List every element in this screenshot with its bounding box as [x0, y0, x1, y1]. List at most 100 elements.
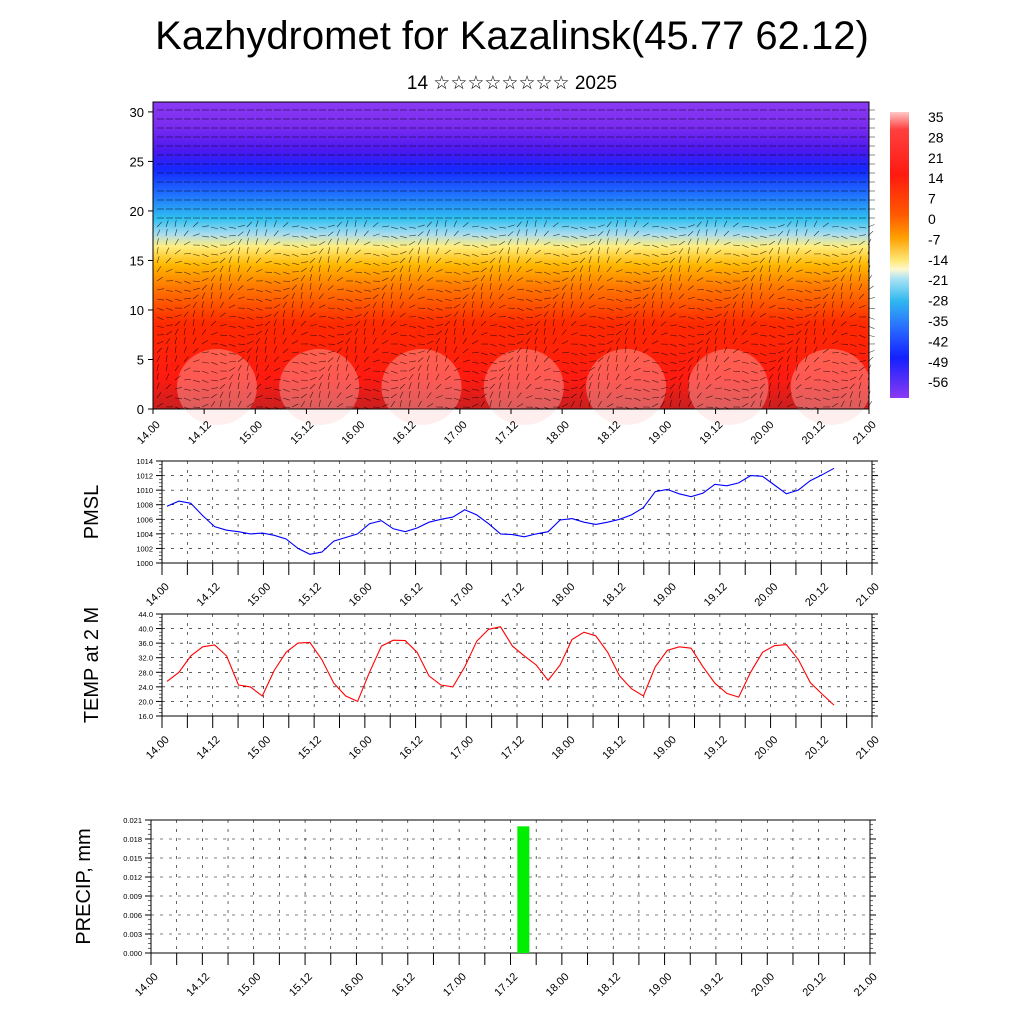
panel-frame: [161, 460, 873, 564]
y-tick-label: 0.012: [123, 873, 142, 882]
x-tick-label: 20.12: [803, 734, 831, 762]
y-tick-label: 0.021: [123, 816, 142, 825]
y-tick-label: 20.0: [138, 697, 153, 706]
y-tick-label: 0.009: [123, 892, 142, 901]
x-tick-label: 18.12: [600, 734, 628, 762]
colorbar-label: -56: [928, 374, 948, 390]
x-tick-label: 14.12: [195, 734, 223, 762]
x-tick-label: 21.00: [852, 971, 880, 999]
x-tick-label: 16.00: [338, 971, 366, 999]
colorbar-label: 28: [928, 129, 944, 145]
y-tick-label: 0.003: [123, 930, 142, 939]
x-tick-label: 17.00: [442, 419, 470, 447]
x-tick-label: 14.00: [135, 419, 163, 447]
y-tick-label: 16.0: [138, 712, 153, 721]
temp-series-line: [166, 626, 835, 706]
warm-cell: [176, 349, 257, 425]
x-tick-label: 18.12: [600, 581, 628, 609]
x-tick-label: 19.00: [651, 581, 679, 609]
colorbar-label: -21: [928, 272, 948, 288]
y-tick-label: 44.0: [138, 610, 153, 619]
y-tick-label: 1012: [136, 472, 153, 481]
y-tick-label: 1006: [136, 515, 153, 524]
x-tick-label: 14.12: [195, 581, 223, 609]
x-tick-label: 20.12: [801, 971, 829, 999]
x-tick-label: 18.12: [595, 971, 623, 999]
x-tick-label: 16.00: [347, 734, 375, 762]
x-tick-label: 14.00: [144, 734, 172, 762]
y-tick-label: 32.0: [138, 654, 153, 663]
y-axis-label: TEMP at 2 M: [81, 607, 103, 723]
y-tick-label: 30: [130, 105, 144, 120]
x-tick-label: 17.00: [441, 971, 469, 999]
x-tick-label: 17.12: [499, 581, 527, 609]
x-tick-label: 19.00: [646, 971, 674, 999]
warm-cell: [279, 349, 360, 425]
x-tick-label: 14.00: [144, 581, 172, 609]
surface-warm-cells: [176, 349, 871, 425]
colorbar-label: -35: [928, 313, 948, 329]
y-tick-label: 0.006: [123, 911, 142, 920]
x-tick-label: 21.00: [854, 581, 882, 609]
y-tick-label: 0: [137, 402, 144, 417]
warm-cell: [790, 349, 871, 425]
x-tick-label: 19.12: [702, 581, 730, 609]
colorbar-label: -7: [928, 231, 941, 247]
y-tick-label: 0.000: [123, 949, 142, 958]
x-tick-label: 16.12: [390, 971, 418, 999]
x-tick-label: 20.12: [803, 581, 831, 609]
x-tick-label: 16.12: [397, 581, 425, 609]
y-axis-label: PMSL: [81, 485, 103, 539]
colorbar-label: -42: [928, 333, 948, 349]
warm-cell: [381, 349, 462, 425]
y-tick-label: 0.015: [123, 854, 142, 863]
x-tick-label: 19.00: [651, 734, 679, 762]
page-subtitle: 14 ☆☆☆☆☆☆☆☆ 2025: [406, 73, 618, 94]
y-tick-label: 24.0: [138, 683, 153, 692]
panel-pmsl: 1000 1002 1004 1006 1008 1010 1012 1014 14.00 14.…: [81, 457, 882, 609]
x-tick-label: 20.00: [752, 581, 780, 609]
x-tick-label: 17.00: [448, 734, 476, 762]
y-tick-label: 25: [130, 154, 144, 169]
y-tick-label: 15: [130, 253, 144, 268]
page-title: Kazhydromet for Kazalinsk(45.77 62.12): [155, 14, 869, 58]
panel-frame: [161, 613, 873, 717]
y-tick-label: 0.018: [123, 835, 142, 844]
x-tick-label: 18.00: [544, 971, 572, 999]
y-axis-label: PRECIP, mm: [73, 828, 95, 944]
colorbar-label: 35: [928, 109, 944, 125]
y-tick-label: 28.0: [138, 668, 153, 677]
colorbar-label: -49: [928, 354, 948, 370]
x-tick-label: 15.12: [296, 581, 324, 609]
x-tick-label: 15.12: [287, 971, 315, 999]
colorbar-label: -14: [928, 252, 948, 268]
x-tick-label: 15.00: [245, 734, 273, 762]
y-tick-label: 10: [130, 303, 144, 318]
y-tick-label: 1014: [136, 457, 153, 466]
warm-cell: [586, 349, 667, 425]
x-tick-label: 17.12: [492, 971, 520, 999]
x-tick-label: 19.12: [702, 734, 730, 762]
colorbar-label: 7: [928, 191, 936, 207]
panel-temp-at-2-m: 16.0 20.0 24.0 28.0 32.0 36.0 40.0 44.0 14.00 14.…: [81, 607, 882, 762]
x-tick-label: 15.00: [237, 419, 265, 447]
x-tick-label: 20.00: [749, 971, 777, 999]
colorbar-label: 21: [928, 150, 944, 166]
colorbar: 35 28 21 14 7 0 -7 -14 -21 -28 -35 -42 -49 -56: [890, 109, 948, 398]
x-tick-label: 20.00: [752, 734, 780, 762]
y-tick-label: 1010: [136, 486, 153, 495]
x-tick-label: 14.12: [184, 971, 212, 999]
y-tick-label: 5: [137, 352, 144, 367]
x-tick-label: 21.00: [851, 419, 879, 447]
x-tick-label: 21.00: [854, 734, 882, 762]
pmsl-series-line: [166, 467, 835, 555]
y-tick-label: 36.0: [138, 639, 153, 648]
panel-frame: [150, 819, 871, 954]
warm-cell: [483, 349, 564, 425]
colorbar-label: 14: [928, 170, 944, 186]
x-tick-label: 15.00: [245, 581, 273, 609]
panel-precip-mm: 0.000 0.003 0.006 0.009 0.012 0.015 0.018 0.021…: [73, 816, 880, 999]
x-tick-label: 15.12: [296, 734, 324, 762]
